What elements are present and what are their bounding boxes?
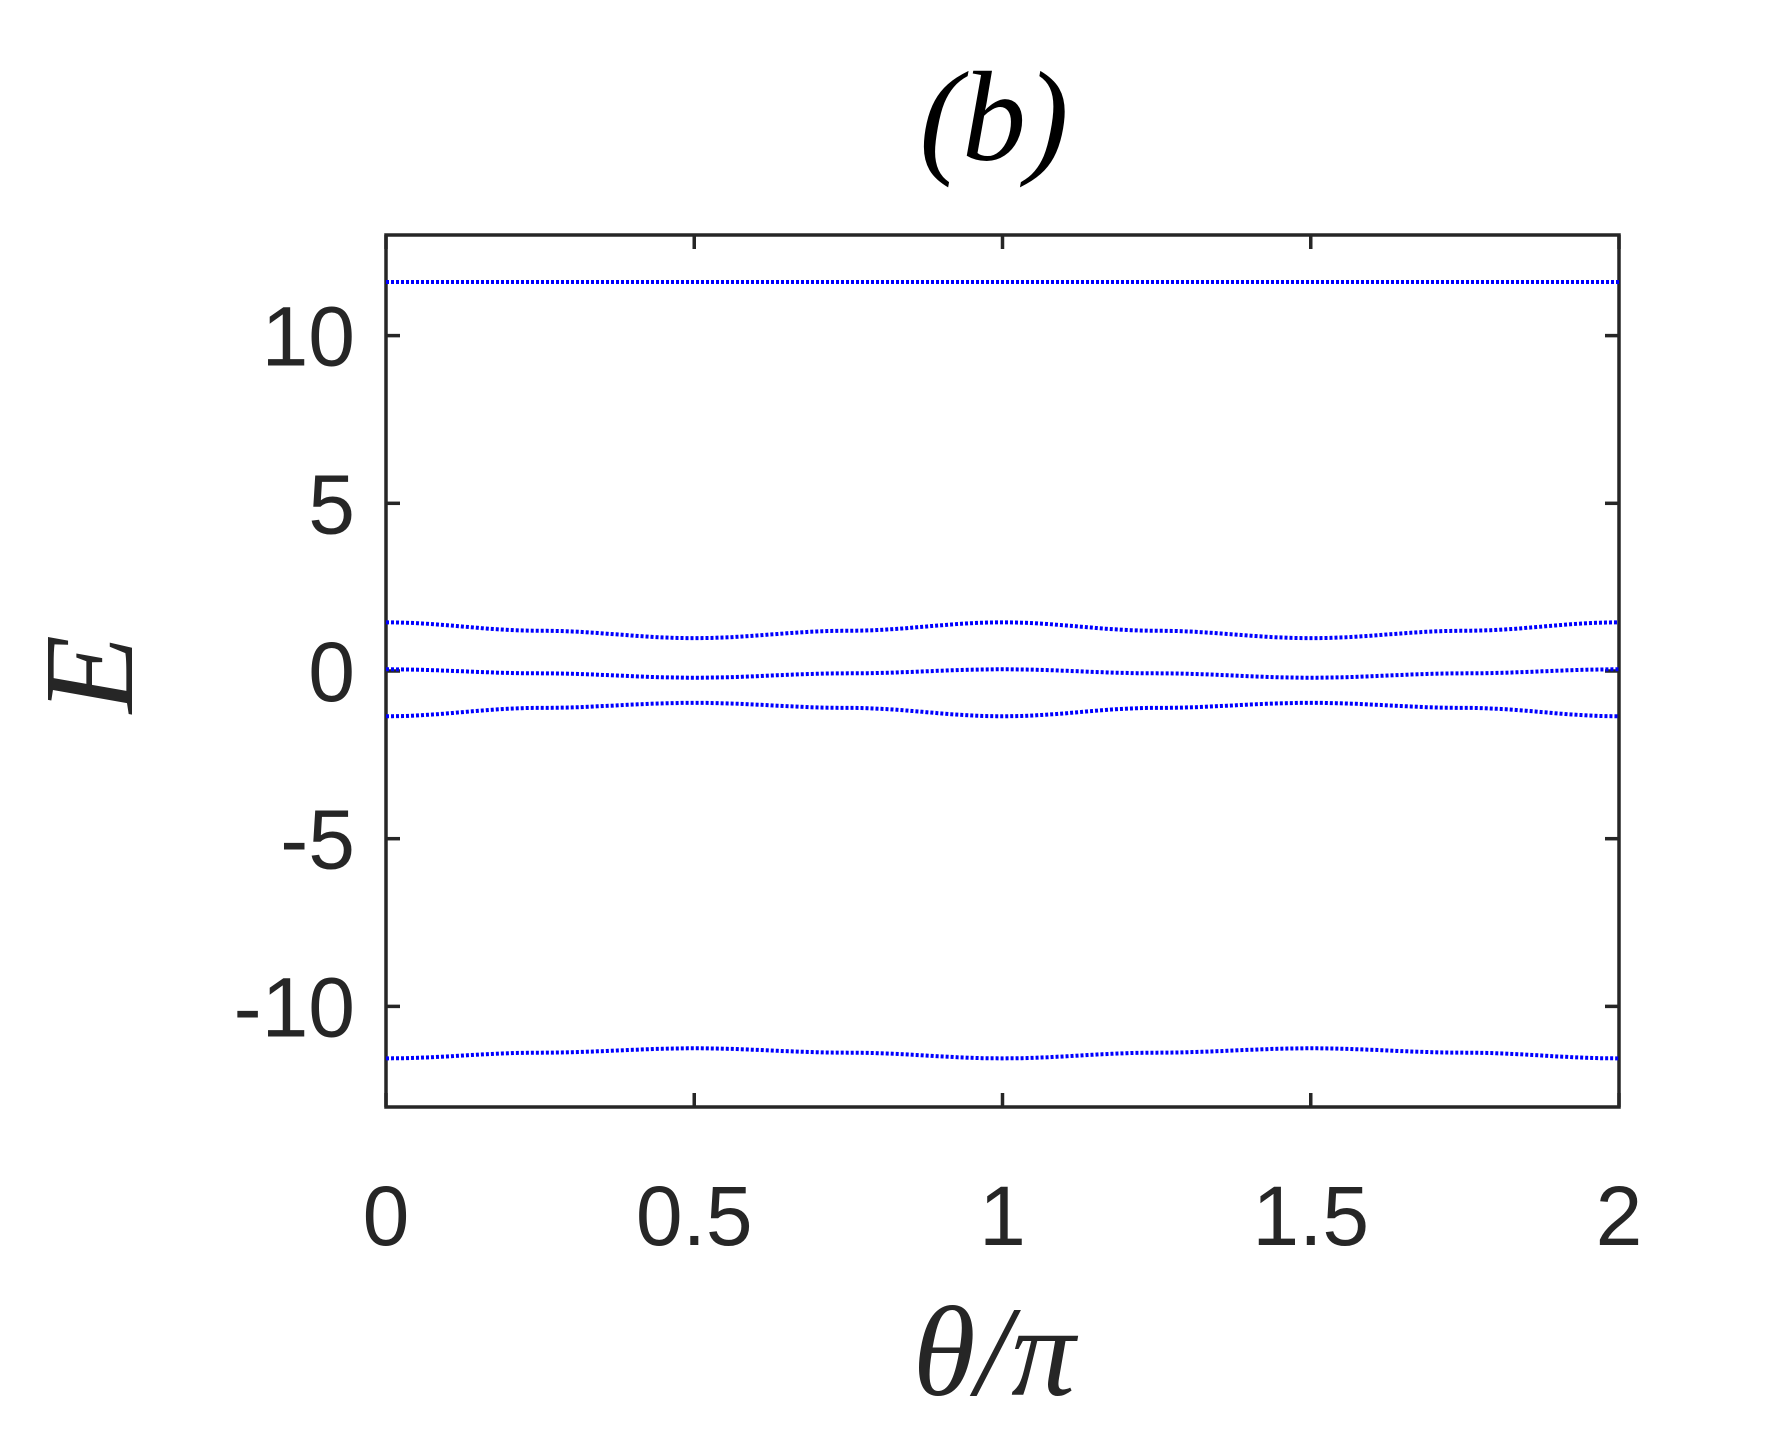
x-tick-label: 1 [979,1169,1026,1263]
y-axis-label: E [18,635,160,715]
x-axis: 0 0.5 1 1.5 2 [363,235,1643,1263]
x-tick-label: 0 [363,1169,410,1263]
series-line-2 [386,620,1619,641]
series-group [385,280,1620,1061]
x-tick-label: 0.5 [636,1169,753,1263]
series-line-5 [385,1046,1620,1061]
y-tick-label: 5 [308,457,355,551]
y-tick-label: 0 [308,625,355,719]
y-tick-label: 10 [262,290,355,384]
y-tick-label: -10 [234,960,355,1054]
series-line-3 [386,667,1619,680]
x-axis-label: θ/π [913,1281,1079,1423]
chart-title: (b) [919,46,1068,188]
y-tick-label: -5 [280,793,355,887]
x-tick-label: 1.5 [1252,1169,1369,1263]
series-line-4 [385,700,1620,719]
x-tick-label: 2 [1596,1169,1643,1263]
